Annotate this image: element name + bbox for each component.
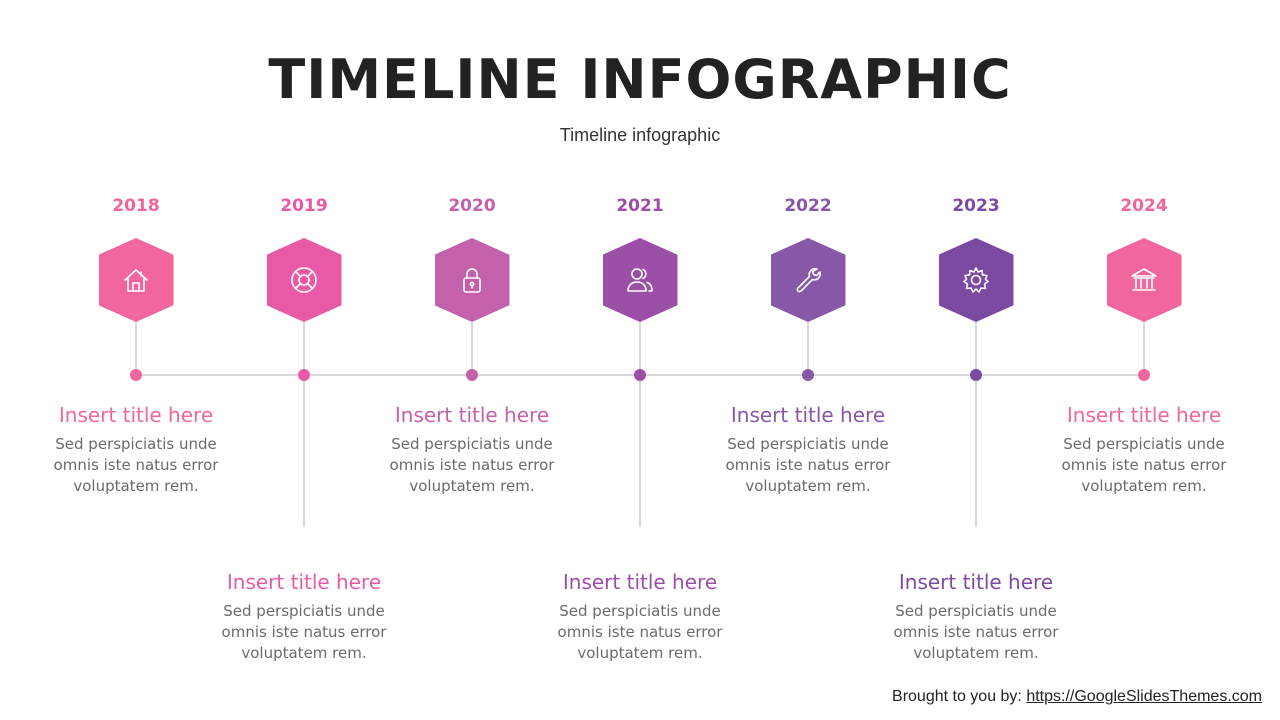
milestone-hexagon: [1106, 238, 1182, 322]
page-title: TIMELINE INFOGRAPHIC: [268, 48, 1012, 111]
milestone-hexagon: [266, 238, 342, 322]
timeline-dot: [298, 369, 310, 381]
milestone-title: Insert title here: [226, 570, 382, 594]
milestone-body: Sed perspiciatis unde omnis iste natus e…: [725, 435, 891, 495]
milestone-card: Insert title here Sed perspiciatis unde o…: [535, 569, 745, 664]
page-subtitle: Timeline infographic: [559, 125, 721, 145]
year-label: 2019: [280, 196, 328, 216]
year-label: 2021: [616, 196, 664, 216]
milestone-body: Sed perspiciatis unde omnis iste natus e…: [893, 602, 1059, 662]
milestone-card: Insert title here Sed perspiciatis unde o…: [871, 569, 1081, 664]
timeline-dot: [1138, 369, 1150, 381]
home-icon: [124, 269, 148, 292]
wrench-icon: [796, 267, 822, 293]
milestone-hexagon: [938, 238, 1014, 322]
bank-icon: [1131, 268, 1157, 291]
milestone-title: Insert title here: [58, 403, 214, 427]
milestone-hexagon: [98, 238, 174, 322]
users-icon: [627, 268, 653, 292]
milestone-hexagon: [770, 238, 846, 322]
milestone-body: Sed perspiciatis unde omnis iste natus e…: [221, 602, 387, 662]
milestone-card: Insert title here Sed perspiciatis unde o…: [703, 402, 913, 497]
year-label: 2018: [112, 196, 160, 216]
milestone-hexagon: [434, 238, 510, 322]
footer-prefix: Brought to you by:: [892, 688, 1027, 705]
footer-credit: Brought to you by: https://GoogleSlidesT…: [892, 688, 1262, 706]
milestone-card: Insert title here Sed perspiciatis unde o…: [367, 402, 577, 497]
timeline-dot: [970, 369, 982, 381]
timeline-dot: [466, 369, 478, 381]
timeline-dot: [802, 369, 814, 381]
timeline-dot: [634, 369, 646, 381]
milestone-hexagon: [602, 238, 678, 322]
lock-icon: [463, 268, 481, 293]
milestone-title: Insert title here: [898, 570, 1054, 594]
milestone-card: Insert title here Sed perspiciatis unde o…: [199, 569, 409, 664]
milestone-body: Sed perspiciatis unde omnis iste natus e…: [53, 435, 219, 495]
year-label: 2022: [784, 196, 832, 216]
milestone-title: Insert title here: [562, 570, 718, 594]
year-label: 2020: [448, 196, 496, 216]
milestone-body: Sed perspiciatis unde omnis iste natus e…: [1061, 435, 1227, 495]
year-label: 2023: [952, 196, 1000, 216]
milestone-card: Insert title here Sed perspiciatis unde o…: [31, 402, 241, 497]
milestone-body: Sed perspiciatis unde omnis iste natus e…: [389, 435, 555, 495]
lifebuoy-icon: [291, 267, 317, 293]
footer-link[interactable]: https://GoogleSlidesThemes.com: [1026, 688, 1262, 705]
milestone-title: Insert title here: [394, 403, 550, 427]
gear-icon: [963, 267, 989, 293]
milestone-body: Sed perspiciatis unde omnis iste natus e…: [557, 602, 723, 662]
milestone-card: Insert title here Sed perspiciatis unde o…: [1039, 402, 1249, 497]
milestone-title: Insert title here: [730, 403, 886, 427]
year-label: 2024: [1120, 196, 1168, 216]
milestone-title: Insert title here: [1066, 403, 1222, 427]
timeline-dot: [130, 369, 142, 381]
